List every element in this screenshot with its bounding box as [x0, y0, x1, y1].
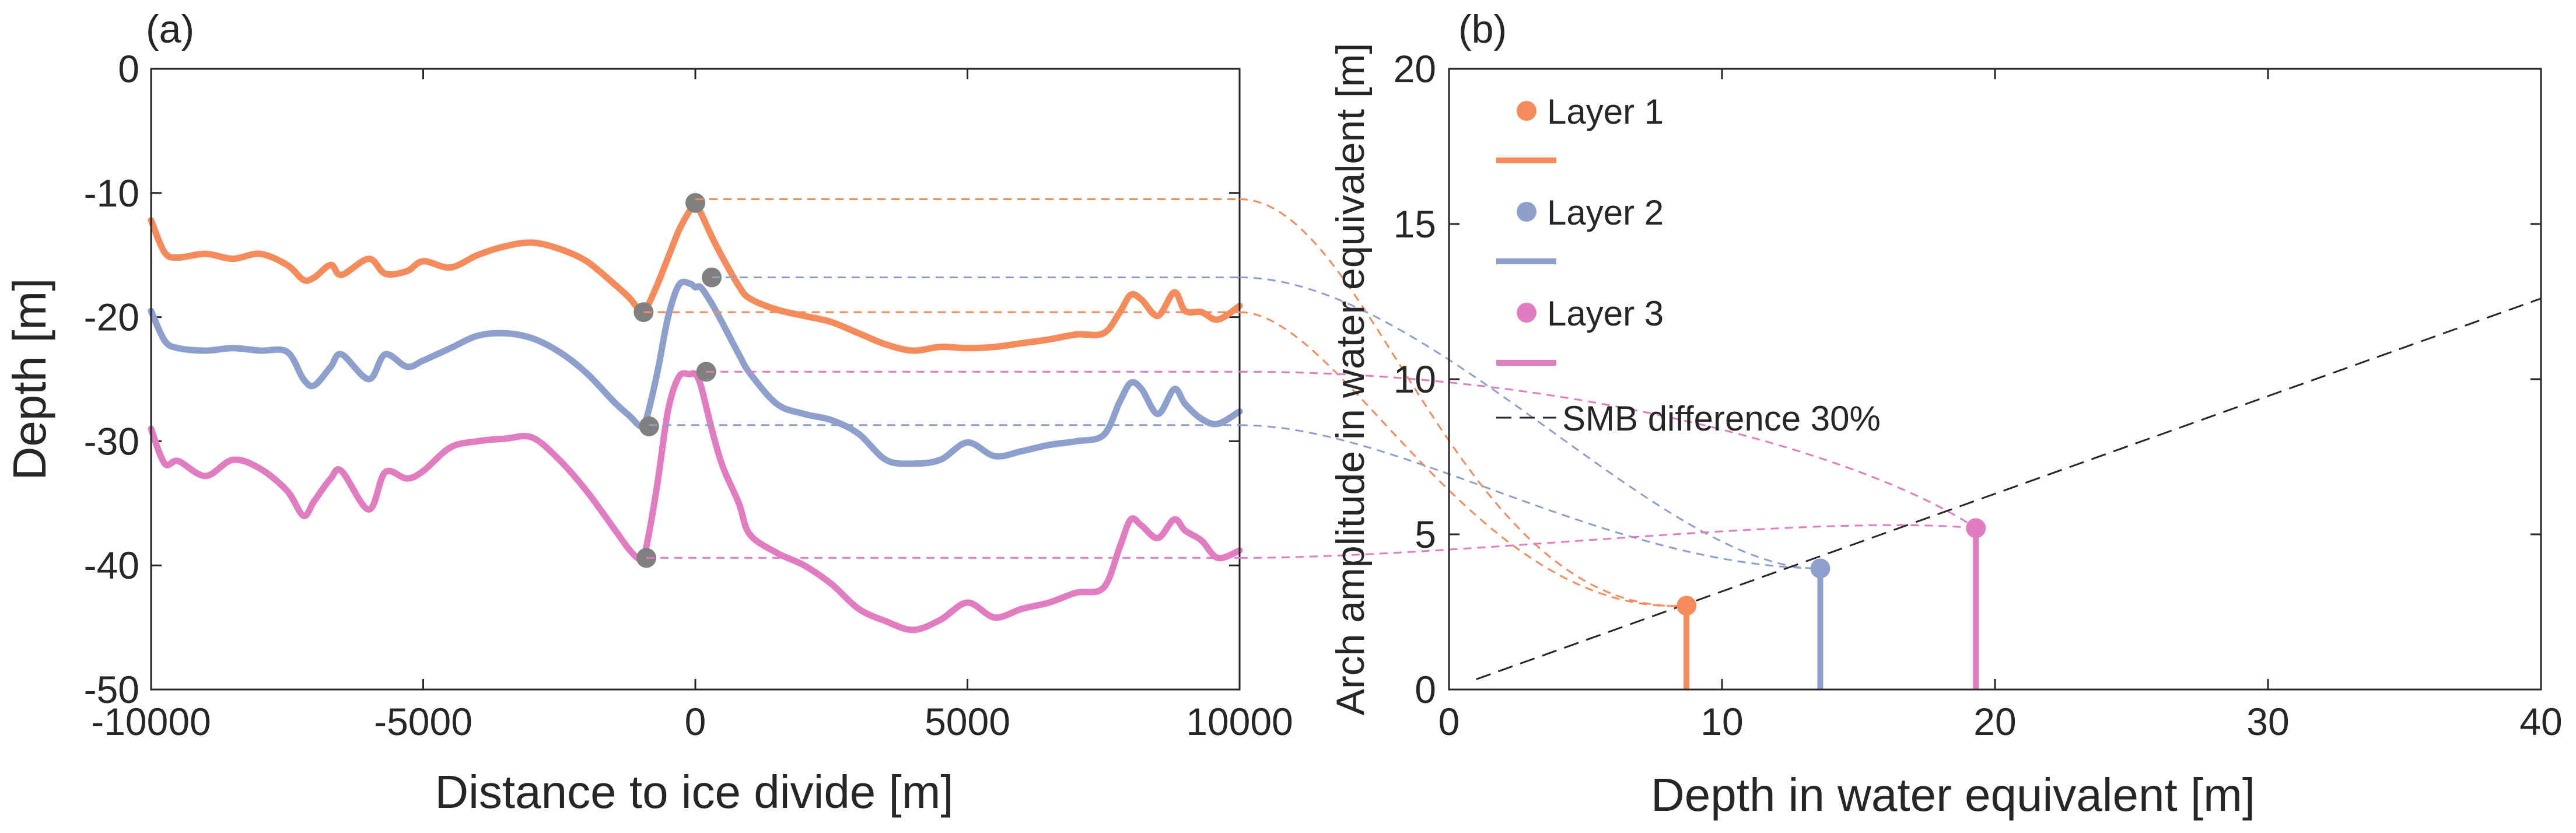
connector-curve [1239, 424, 1821, 570]
panel-a-label: (a) [146, 7, 194, 51]
panel-a-y-axis-label: Depth [m] [4, 278, 55, 481]
panel-b-marker-layer-1 [1676, 596, 1697, 616]
legend-marker-layer-1 [1517, 101, 1536, 121]
panel-b-x-tick-label: 30 [2246, 700, 2289, 743]
panel-b-x-tick-label: 20 [1973, 700, 2016, 743]
panel-a-x-tick-label: 0 [685, 700, 706, 743]
panel-a-x-tick-label: 5000 [925, 700, 1010, 743]
panel-b-y-tick-label: 20 [1394, 47, 1436, 90]
legend-marker-layer-3 [1517, 303, 1536, 323]
panel-b-y-tick-label: 15 [1394, 202, 1436, 246]
panel-a-axes-box [150, 68, 1241, 691]
connector-curve [1239, 370, 1977, 529]
panel-b-marker-layer-2 [1810, 558, 1831, 579]
panel-a-y-tick-label: -40 [84, 544, 139, 587]
panel-a-marker [639, 416, 659, 436]
panel-a-x-tick-label: 10000 [1186, 700, 1293, 743]
panel-a-x-tick-label: -10000 [91, 700, 211, 743]
panel-b-x-tick-label: 10 [1700, 700, 1743, 743]
connector-curve [1239, 524, 1976, 559]
legend-label: Layer 2 [1547, 193, 1664, 232]
connector-curve [1239, 276, 1821, 570]
legend-label: Layer 1 [1547, 92, 1664, 131]
panel-b-y-tick-label: 5 [1415, 513, 1436, 556]
panel-a-y-tick-label: -30 [84, 419, 139, 463]
panel-b-label: (b) [1458, 7, 1507, 51]
legend-marker-layer-2 [1517, 202, 1536, 222]
panel-b: (b) Depth in water equivalent [m] Arch a… [1328, 7, 2563, 821]
connector-curve [1239, 311, 1687, 607]
panel-b-y-tick-label: 0 [1415, 668, 1436, 711]
panel-a-y-tick-label: 0 [118, 47, 139, 90]
legend-label: Layer 3 [1547, 294, 1664, 333]
panel-b-x-tick-label: 0 [1438, 700, 1460, 743]
panel-b-smb-reference-line [1476, 298, 2542, 680]
panel-b-axes-box [1448, 68, 2542, 691]
panel-b-y-tick-label: 10 [1394, 358, 1436, 401]
panel-a: (a) Distance to ice divide [m] Depth [m]… [4, 7, 1293, 818]
panel-b-legend: Layer 1 Layer 2 Layer 3 SMB difference 30% [1496, 92, 1881, 438]
legend-label: SMB difference 30% [1562, 399, 1881, 438]
panel-a-y-tick-label: -10 [84, 172, 139, 215]
panel-b-x-tick-label: 40 [2519, 700, 2562, 743]
panel-b-marker-layer-3 [1966, 518, 1986, 538]
panel-a-marker [685, 192, 705, 213]
connector-guides [643, 198, 1977, 607]
panel-a-y-tick-label: -50 [84, 668, 139, 711]
panel-a-y-tick-label: -20 [84, 296, 139, 339]
panel-b-y-axis-label: Arch amplitude in water equivalent [m] [1328, 43, 1373, 716]
panel-a-x-tick-label: -5000 [374, 700, 473, 743]
panel-b-x-axis-label: Depth in water equivalent [m] [1651, 769, 2255, 821]
panel-a-series-layer-3 [148, 370, 1243, 634]
panel-a-x-axis-label: Distance to ice divide [m] [435, 766, 953, 818]
connector-curve [1239, 198, 1687, 607]
panel-a-series-layer-2 [148, 278, 1243, 467]
